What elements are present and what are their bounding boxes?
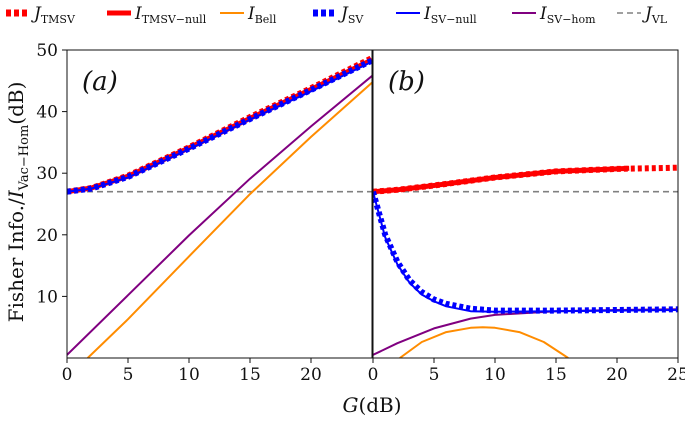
x-tick-label-b-0: 0 — [368, 365, 379, 385]
legend-item-i_tmsv-null: ITMSV−null — [107, 4, 207, 26]
legend-item-j_vl: JVL — [617, 4, 668, 26]
panel-label-a: (a) — [82, 67, 118, 97]
x-tick-label-a-5: 5 — [123, 365, 134, 385]
legend-label-i_bell: IBell — [247, 4, 277, 26]
x-tick-label-b-15: 15 — [545, 365, 567, 385]
y-tick-label-30: 30 — [36, 164, 58, 184]
x-tick-label-b-25: 25 — [667, 365, 685, 385]
x-axis-label: G(dB) — [342, 393, 401, 417]
series-j_sv-b — [373, 190, 678, 314]
legend-label-j_vl: JVL — [642, 4, 668, 26]
x-tick-label-a-20: 20 — [300, 365, 322, 385]
panel-frame-a — [66, 49, 373, 359]
legend-label-i_sv-hom: ISV−hom — [539, 4, 596, 26]
legend-item-i_sv-hom: ISV−hom — [512, 4, 596, 26]
legend-item-j_tmsv: JTMSV — [6, 4, 76, 26]
panel-frame-b — [372, 49, 679, 359]
y-axis-label-text: Fisher Info./IVac−Hom(dB) — [4, 82, 32, 323]
x-tick-label-b-20: 20 — [606, 365, 628, 385]
y-tick-label-50: 50 — [36, 41, 58, 61]
series-i_sv-hom-b — [373, 308, 678, 356]
y-tick-label-40: 40 — [36, 103, 58, 123]
series-j_tmsv-b — [373, 164, 678, 195]
x-tick-label-a-10: 10 — [178, 365, 200, 385]
x-tick-label-a-0: 0 — [62, 365, 73, 385]
series-i_sv-hom-a — [67, 75, 372, 356]
series-i_sv-null-b — [373, 191, 678, 313]
legend-label-i_sv-null: ISV−null — [423, 4, 477, 26]
legend-item-i_bell: IBell — [220, 4, 277, 26]
legend-label-j_sv: JSV — [338, 4, 364, 26]
series-j_sv-a — [67, 57, 372, 195]
x-tick-label-b-10: 10 — [484, 365, 506, 385]
plot-area-a — [67, 55, 372, 358]
series-i_bell-a — [87, 81, 372, 358]
legend-label-i_tmsv-null: ITMSV−null — [134, 4, 207, 26]
y-axis-label: Fisher Info./IVac−Hom(dB) — [4, 82, 32, 323]
legend: JTMSV ITMSV−null IBell JSV ISV−null ISV−hom JV… — [6, 4, 668, 26]
y-tick-label-20: 20 — [36, 226, 58, 246]
plot-area-b — [373, 164, 678, 358]
x-tick-label-a-15: 15 — [239, 365, 261, 385]
legend-item-i_sv-null: ISV−null — [396, 4, 477, 26]
x-tick-label-b-5: 5 — [429, 365, 440, 385]
y-tick-label-10: 10 — [36, 287, 58, 307]
legend-label-j_tmsv: JTMSV — [31, 4, 76, 26]
panel-b: 0 5 10 15 20 25 (b) — [368, 49, 685, 385]
panel-label-b: (b) — [388, 67, 425, 97]
series-i_bell-b — [399, 326, 569, 358]
panel-a: 0 5 10 15 20 10 20 30 40 50 (a) — [36, 41, 373, 385]
legend-item-j_sv: JSV — [313, 4, 364, 26]
